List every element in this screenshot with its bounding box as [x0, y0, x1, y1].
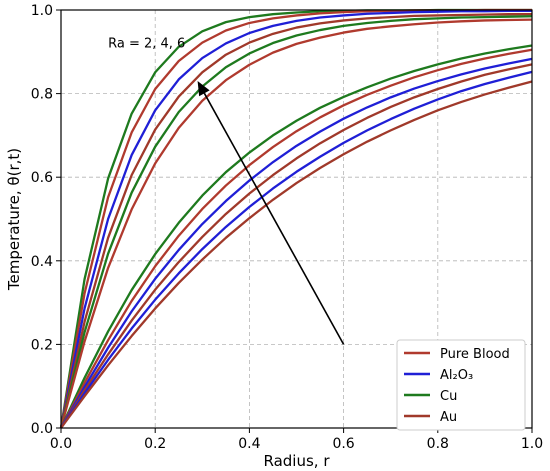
- x-axis-label: Radius, r: [264, 452, 331, 470]
- y-axis-label: Temperature, θ(r,t): [5, 148, 23, 291]
- y-tick-label: 0.4: [31, 254, 53, 270]
- legend: Pure Blood Al₂O₃ Cu Au: [396, 339, 526, 431]
- plot-frame: [60, 9, 533, 429]
- annotation-arrowhead: [197, 81, 210, 97]
- y-tick-label: 0.8: [31, 87, 53, 103]
- axis-ticks: 0.0 0.2 0.4 0.6 0.8 1.0 0.0 0.2 0.4 0.6 0.8 1.0: [31, 3, 543, 452]
- y-tick-label: 1.0: [31, 3, 53, 19]
- y-tick-label: 0.0: [31, 421, 53, 437]
- series-line-lower: [59, 48, 533, 429]
- series-line-lower: [60, 80, 533, 429]
- legend-label: Au: [440, 410, 457, 425]
- series-line-upper: [59, 15, 533, 429]
- series-line-upper: [59, 13, 532, 429]
- x-tick-label: 0.6: [332, 436, 354, 452]
- series-line-upper: [59, 18, 533, 429]
- annotation-label: Ra = 2, 4, 6: [108, 37, 185, 52]
- series-line-lower: [60, 70, 533, 429]
- series-line-lower: [59, 44, 533, 429]
- annotation-arrow: [203, 92, 345, 345]
- legend-label: Cu: [440, 389, 457, 404]
- legend-label: Al₂O₃: [440, 368, 473, 383]
- x-tick-label: 0.0: [50, 436, 72, 452]
- series-line-upper: [59, 9, 532, 429]
- x-tick-label: 1.0: [521, 436, 543, 452]
- legend-label: Pure Blood: [440, 347, 510, 362]
- y-tick-label: 0.6: [31, 170, 53, 186]
- y-tick-label: 0.2: [31, 337, 53, 353]
- x-tick-label: 0.2: [144, 436, 166, 452]
- series-line-lower: [60, 57, 533, 429]
- series-line-lower: [60, 63, 533, 429]
- annotation: Ra = 2, 4, 6: [108, 37, 345, 345]
- legend-box: [396, 339, 526, 431]
- x-tick-label: 0.8: [427, 436, 449, 452]
- x-tick-label: 0.4: [238, 436, 260, 452]
